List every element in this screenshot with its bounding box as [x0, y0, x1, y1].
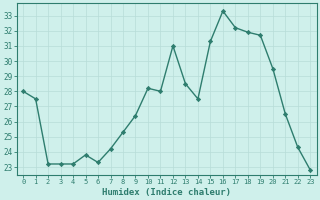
- X-axis label: Humidex (Indice chaleur): Humidex (Indice chaleur): [102, 188, 231, 197]
